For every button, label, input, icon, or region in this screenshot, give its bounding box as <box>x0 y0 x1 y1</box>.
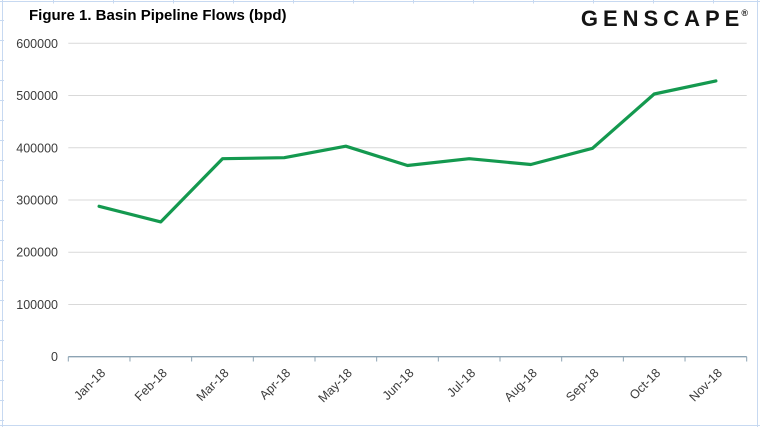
x-tick-label: Sep-18 <box>563 366 601 404</box>
x-tick-label: Aug-18 <box>502 366 540 404</box>
y-tick-label: 100000 <box>16 298 58 312</box>
x-axis-tick-labels: Jan-18 Feb-18 Mar-18 Apr-18 May-18 Jun-18 Jul-… <box>71 366 725 405</box>
y-tick-label: 400000 <box>16 141 58 155</box>
x-tick-label: Nov-18 <box>687 366 725 404</box>
x-tick-label: Jan-18 <box>71 366 108 403</box>
y-tick-label: 500000 <box>16 89 58 103</box>
x-tick-label: Oct-18 <box>627 366 663 402</box>
y-tick-label: 600000 <box>16 37 58 51</box>
genscape-logo: GENSCAPE® <box>581 6 748 32</box>
x-tick-label: Jul-18 <box>444 366 478 400</box>
y-tick-label: 0 <box>51 350 58 364</box>
registered-trademark-icon: ® <box>741 8 748 18</box>
x-tick-label: May-18 <box>316 366 355 405</box>
x-tick-label: Apr-18 <box>257 366 293 402</box>
y-gridlines <box>68 42 747 305</box>
genscape-logo-text: GENSCAPE <box>580 6 745 31</box>
x-tick-label: Jun-18 <box>380 366 417 403</box>
y-tick-label: 300000 <box>16 194 58 208</box>
chart-title: Figure 1. Basin Pipeline Flows (bpd) <box>29 7 287 24</box>
x-tick-label: Feb-18 <box>132 366 170 404</box>
y-tick-label: 200000 <box>16 246 58 260</box>
x-tick-label: Mar-18 <box>194 366 232 404</box>
x-axis <box>67 356 748 362</box>
y-axis-tick-labels: 0 100000 200000 300000 400000 500000 600000 <box>16 37 58 364</box>
pipeline-flows-line-series <box>97 79 718 224</box>
